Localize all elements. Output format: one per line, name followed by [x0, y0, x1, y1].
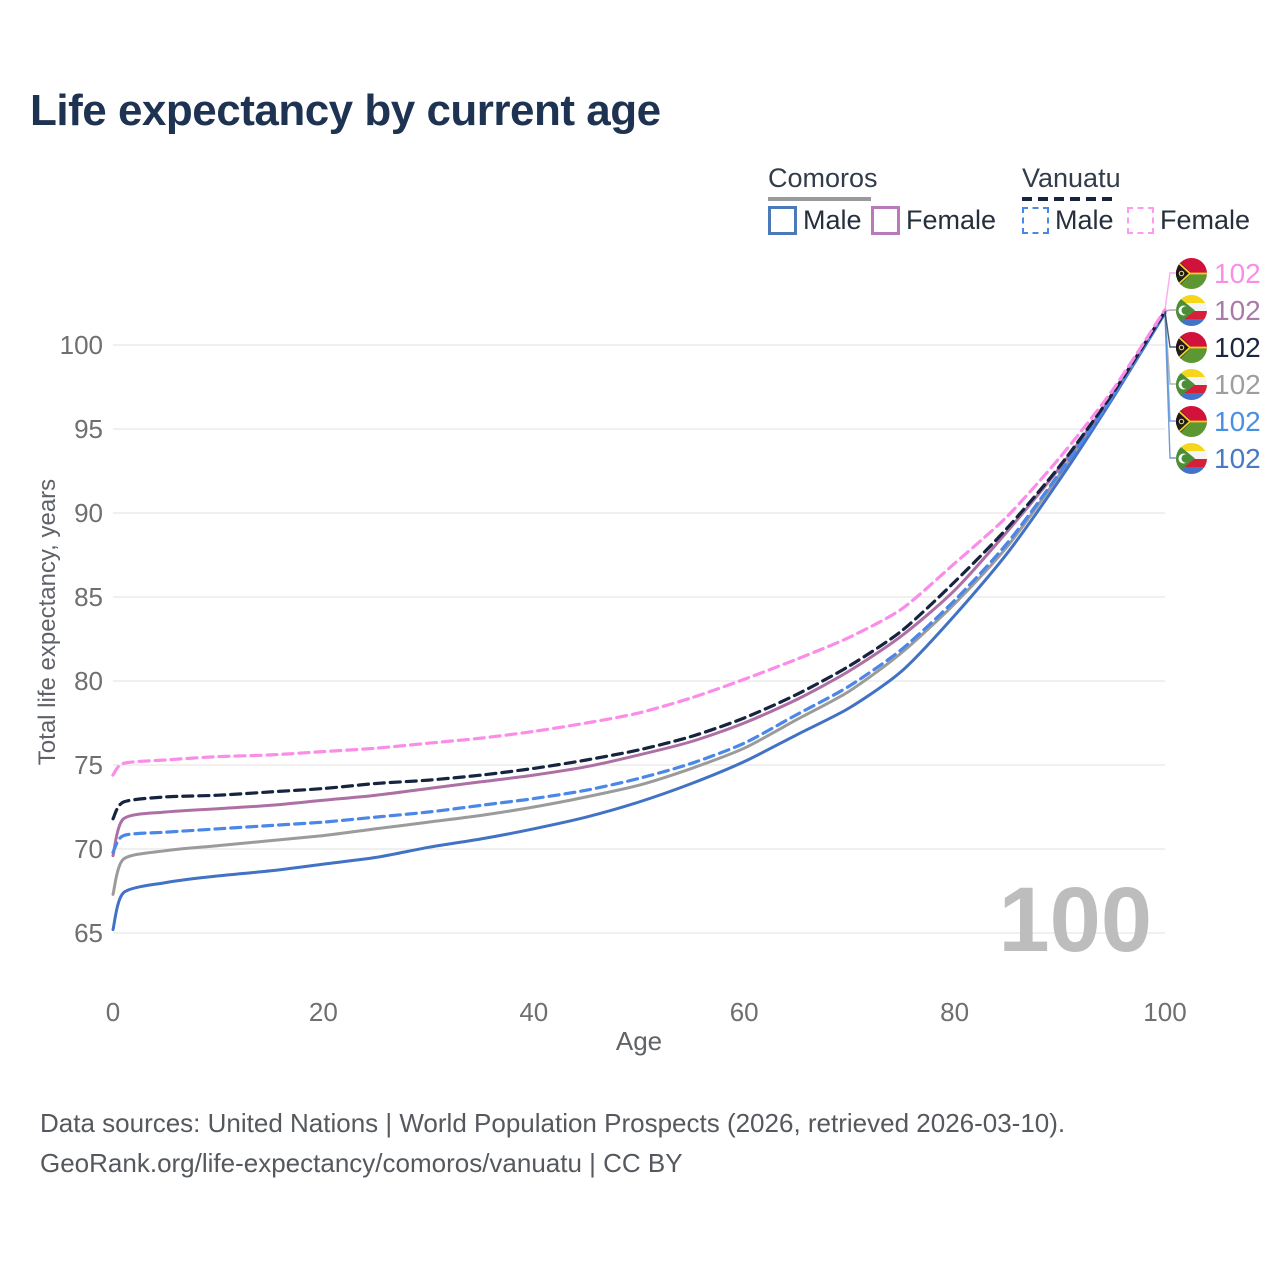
end-label-value-comoros-male: 102: [1214, 442, 1261, 474]
end-label-value-vanuatu-both: 102: [1214, 331, 1261, 363]
end-label-connector-vanuatu-both: [1164, 311, 1176, 348]
legend-label-vanuatu-male: Male: [1055, 205, 1114, 235]
end-label-connector-comoros-female: [1164, 309, 1176, 313]
legend-label-comoros-male: Male: [803, 205, 862, 235]
legend-label-vanuatu-female: Female: [1160, 205, 1251, 235]
legend-header-vanuatu[interactable]: Vanuatu: [1022, 163, 1121, 193]
end-label-row-comoros-both: 102: [1176, 367, 1261, 401]
legend-label-comoros-female: Female: [906, 205, 997, 235]
y-tick-label-75: 75: [74, 750, 103, 780]
legend-group-comoros: Comoros: [768, 163, 878, 201]
legend-item-comoros-female[interactable]: Female: [871, 205, 996, 236]
legend-swatch-comoros-female: [871, 206, 900, 235]
legend-underline-comoros-solid: [768, 197, 871, 201]
legend-item-comoros-male[interactable]: Male: [768, 205, 862, 236]
y-axis-title: Total life expectancy, years: [34, 478, 61, 766]
legend-item-vanuatu-female[interactable]: Female: [1127, 205, 1250, 236]
y-tick-label-80: 80: [74, 666, 103, 696]
legend-swatch-comoros-male: [768, 206, 797, 235]
vanuatu-flag-icon: [1176, 406, 1207, 437]
y-tick-label-65: 65: [74, 918, 103, 948]
comoros-flag-icon: [1176, 295, 1207, 326]
vanuatu-flag-icon: [1176, 332, 1207, 363]
y-tick-label-85: 85: [74, 582, 103, 612]
x-tick-label-20: 20: [308, 997, 338, 1027]
legend-header-comoros[interactable]: Comoros: [768, 163, 878, 193]
end-label-connector-vanuatu-female: [1164, 272, 1176, 310]
legend-underline-vanuatu-dashed: [1022, 197, 1118, 201]
y-tick-label-100: 100: [59, 330, 103, 360]
age-watermark: 100: [998, 869, 1153, 971]
x-tick-label-80: 80: [940, 997, 970, 1027]
series-line-comoros-both[interactable]: [111, 311, 1167, 896]
end-label-row-comoros-male: 102: [1176, 441, 1261, 475]
end-label-row-vanuatu-male: 102: [1176, 404, 1261, 438]
y-tick-label-90: 90: [74, 498, 103, 528]
x-tick-label-100: 100: [1143, 997, 1187, 1027]
end-label-row-vanuatu-female: 102: [1176, 256, 1261, 290]
y-tick-label-70: 70: [74, 834, 103, 864]
footer-sources: Data sources: United Nations | World Pop…: [40, 1108, 1066, 1138]
end-label-value-comoros-both: 102: [1214, 368, 1261, 400]
legend-swatch-vanuatu-male: [1022, 207, 1049, 234]
end-label-row-vanuatu-both: 102: [1176, 330, 1261, 364]
y-tick-label-95: 95: [74, 414, 103, 444]
series-line-comoros-male[interactable]: [111, 311, 1167, 932]
end-label-connector-vanuatu-male: [1164, 311, 1176, 422]
x-tick-label-0: 0: [105, 997, 121, 1027]
end-label-value-vanuatu-male: 102: [1214, 405, 1261, 437]
legend-item-vanuatu-male[interactable]: Male: [1022, 205, 1114, 236]
legend-group-vanuatu: Vanuatu: [1022, 163, 1121, 201]
series-line-comoros-female[interactable]: [111, 309, 1167, 858]
end-label-value-vanuatu-female: 102: [1214, 257, 1261, 289]
series-line-vanuatu-male[interactable]: [111, 309, 1167, 854]
x-tick-label-40: 40: [519, 997, 549, 1027]
x-axis-title: Age: [615, 1026, 663, 1056]
comoros-flag-icon: [1176, 443, 1207, 474]
footer-attribution: GeoRank.org/life-expectancy/comoros/vanu…: [40, 1148, 683, 1178]
page-title: Life expectancy by current age: [30, 86, 661, 135]
x-tick-label-60: 60: [729, 997, 759, 1027]
end-label-row-comoros-female: 102: [1176, 293, 1261, 327]
legend-swatch-vanuatu-female: [1127, 207, 1154, 234]
series-line-vanuatu-female[interactable]: [111, 308, 1167, 777]
vanuatu-flag-icon: [1176, 258, 1207, 289]
series-line-vanuatu-both[interactable]: [111, 309, 1167, 821]
comoros-flag-icon: [1176, 369, 1207, 400]
end-label-value-comoros-female: 102: [1214, 294, 1261, 326]
